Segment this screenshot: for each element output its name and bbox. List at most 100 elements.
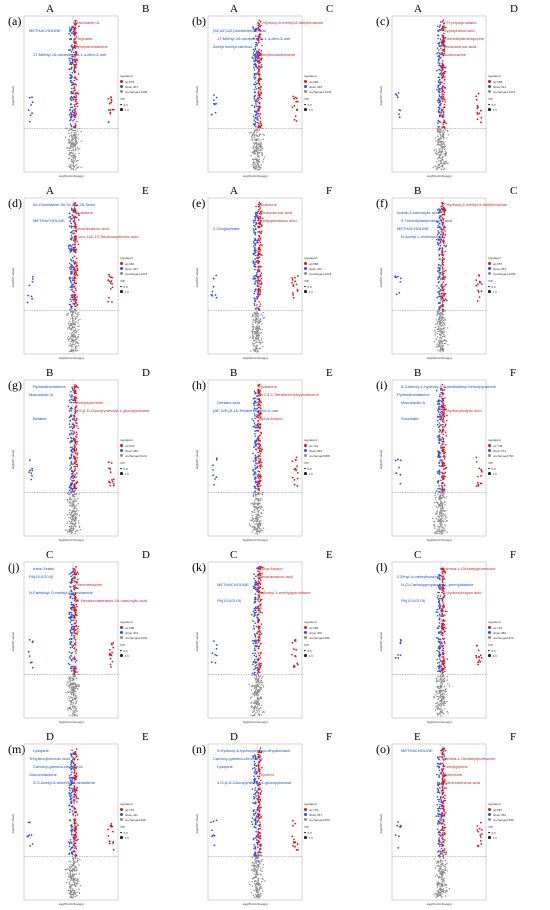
- data-point: [256, 112, 258, 114]
- data-point: [73, 687, 75, 689]
- data-point: [212, 277, 215, 280]
- vip-entry-label: 1.0: [492, 107, 497, 112]
- data-point: [441, 34, 444, 36]
- data-point: [439, 133, 441, 136]
- data-point: [69, 63, 71, 65]
- data-point: [255, 327, 257, 329]
- data-point: [68, 165, 70, 167]
- data-point: [259, 219, 262, 222]
- volcano-plot: [207, 379, 303, 537]
- data-point: [253, 422, 256, 424]
- legend: regulated up:678 down:407 unchanged:1096 VIP…: [120, 74, 174, 112]
- data-point: [258, 33, 261, 36]
- data-point: [72, 55, 74, 58]
- data-point: [258, 230, 261, 233]
- data-point: [442, 111, 445, 114]
- data-point: [255, 702, 257, 704]
- data-point: [251, 502, 253, 504]
- legend-entry-label: unchanged:1043: [309, 89, 332, 94]
- data-point: [399, 281, 402, 283]
- panel-label: (k): [192, 560, 206, 574]
- data-point: [441, 262, 443, 264]
- data-point: [71, 66, 73, 69]
- data-point: [443, 288, 445, 291]
- data-point: [434, 498, 437, 500]
- data-point: [255, 104, 257, 106]
- data-point: [399, 473, 402, 476]
- data-point: [259, 474, 262, 477]
- data-point: [255, 481, 258, 483]
- data-point: [443, 212, 446, 214]
- data-point: [259, 318, 262, 320]
- vip-dot: [488, 103, 490, 106]
- data-point: [72, 244, 74, 246]
- data-point: [253, 709, 256, 711]
- x-axis-label: log2(Fold Change): [59, 720, 84, 724]
- data-point: [435, 346, 437, 348]
- data-point: [70, 314, 73, 316]
- x-axis-label: log2(Fold Change): [427, 538, 452, 542]
- data-point: [70, 589, 72, 592]
- data-point: [255, 519, 257, 521]
- group-left-label: C: [46, 549, 54, 561]
- data-point: [211, 290, 214, 293]
- data-point: [73, 28, 75, 31]
- data-point: [70, 103, 72, 105]
- data-point: [253, 413, 256, 415]
- data-point: [69, 220, 72, 223]
- data-point: [248, 132, 250, 134]
- data-point: [439, 526, 441, 528]
- data-point: [476, 118, 479, 121]
- data-point: [434, 334, 437, 336]
- data-point: [441, 247, 444, 249]
- data-point: [252, 397, 255, 400]
- data-point: [441, 64, 443, 67]
- data-point: [252, 425, 255, 428]
- y-axis-label: -log10(P value): [11, 631, 15, 652]
- data-point: [250, 705, 252, 707]
- data-point: [440, 56, 442, 59]
- data-point: [475, 98, 478, 101]
- data-point: [441, 263, 444, 266]
- legend-title: regulated: [120, 256, 133, 260]
- data-point: [439, 157, 441, 160]
- data-point: [73, 333, 75, 335]
- data-point: [443, 153, 445, 155]
- data-point: [257, 253, 260, 255]
- data-point: [437, 409, 439, 412]
- vip-entry-label: 0.6: [123, 284, 128, 289]
- data-point: [256, 241, 258, 244]
- data-point: [444, 310, 446, 312]
- data-point: [73, 669, 76, 672]
- legend-dot: [488, 90, 491, 93]
- data-point: [70, 461, 73, 463]
- data-point: [258, 96, 261, 98]
- data-point: [73, 498, 76, 500]
- data-point: [254, 705, 257, 707]
- data-point: [438, 235, 441, 238]
- data-point: [255, 144, 258, 146]
- legend-dot: [304, 90, 307, 93]
- data-point: [74, 384, 76, 386]
- volcano-plot: [207, 197, 303, 355]
- data-point: [446, 137, 448, 139]
- data-point: [257, 144, 259, 146]
- data-point: [255, 73, 258, 75]
- data-point: [261, 465, 263, 467]
- data-point: [296, 465, 299, 468]
- data-point: [436, 233, 439, 236]
- data-point: [440, 227, 442, 229]
- data-point: [436, 53, 438, 55]
- legend-dot: [304, 449, 307, 452]
- data-point: [443, 412, 445, 415]
- data-point: [257, 248, 260, 251]
- data-point: [69, 714, 71, 716]
- legend-entry: down:374: [488, 448, 542, 453]
- data-point: [439, 38, 442, 40]
- data-point: [72, 114, 75, 116]
- data-point: [258, 93, 261, 95]
- data-point: [438, 242, 440, 245]
- data-point: [73, 297, 75, 299]
- data-point: [444, 26, 447, 29]
- data-point: [75, 628, 77, 631]
